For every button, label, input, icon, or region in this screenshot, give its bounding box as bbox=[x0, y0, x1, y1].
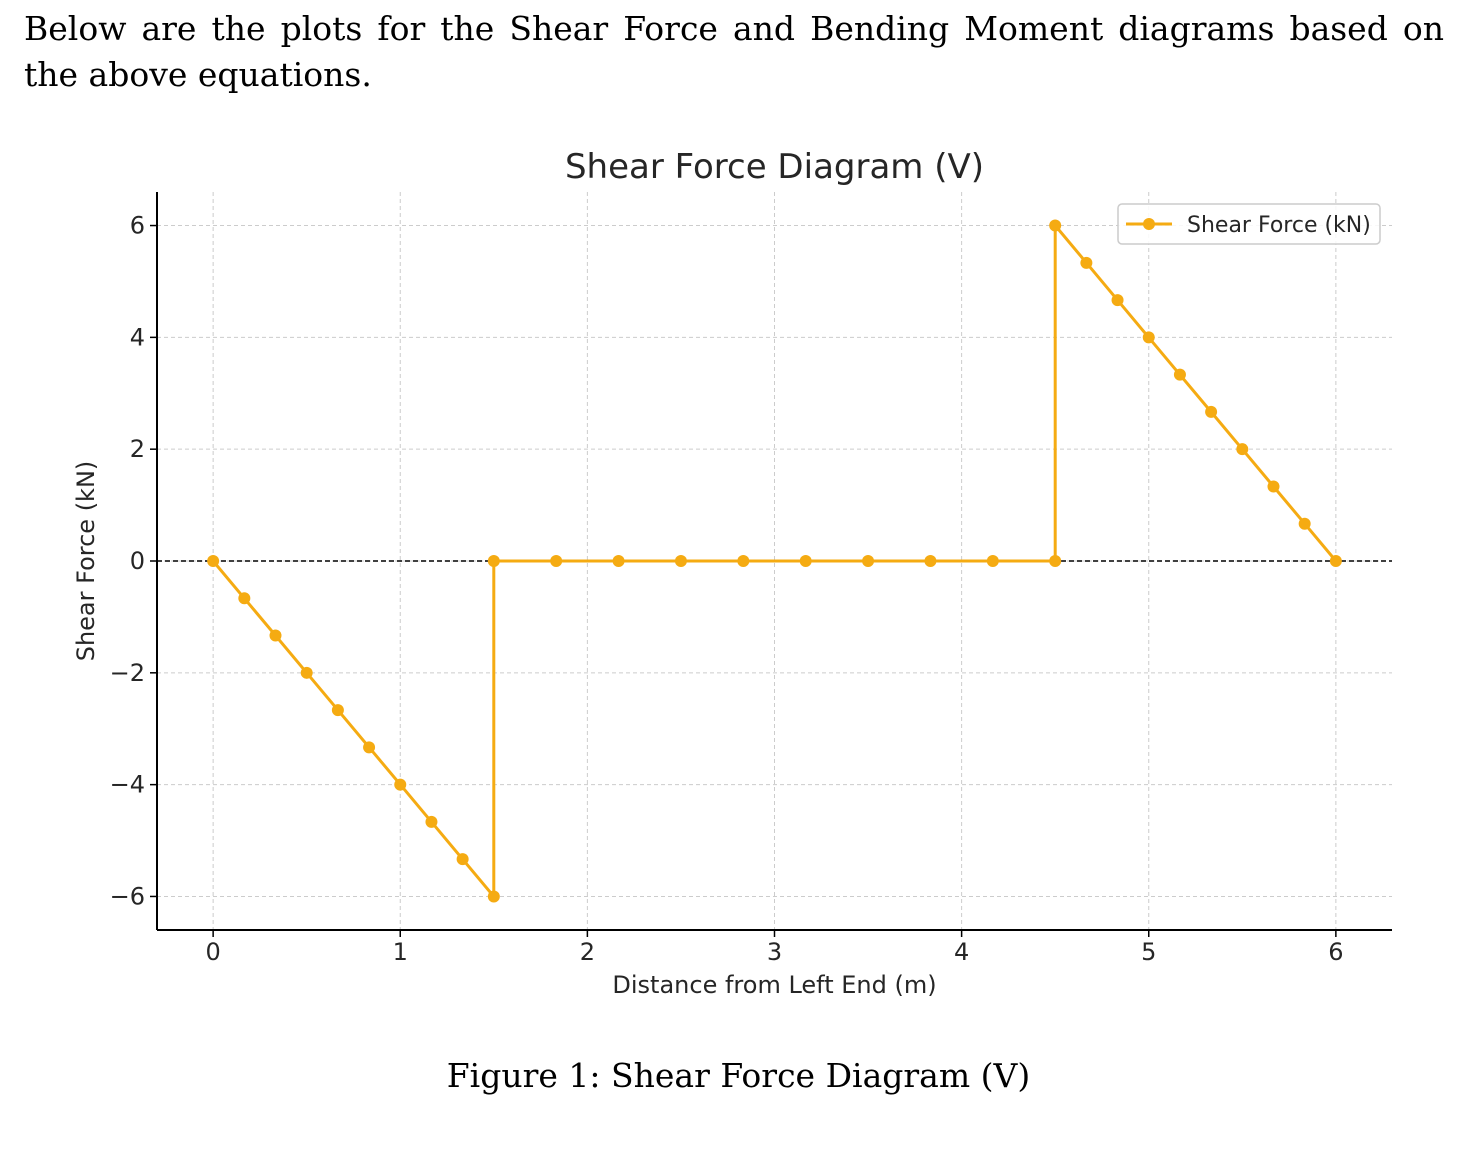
data-point bbox=[1049, 219, 1062, 232]
data-point bbox=[1298, 517, 1311, 530]
data-point bbox=[238, 592, 251, 605]
y-tick-label: 0 bbox=[130, 547, 145, 575]
legend-label: Shear Force (kN) bbox=[1187, 213, 1371, 238]
data-point bbox=[1142, 331, 1155, 344]
x-tick-label: 1 bbox=[393, 938, 408, 966]
data-point bbox=[487, 890, 500, 903]
grid-lines bbox=[157, 192, 1392, 930]
series-line bbox=[211, 224, 1338, 898]
x-tick-label: 0 bbox=[205, 938, 220, 966]
y-tick-label: −4 bbox=[110, 771, 145, 799]
legend-marker-swatch bbox=[1143, 218, 1155, 230]
x-tick-label: 2 bbox=[580, 938, 595, 966]
x-axis-label: Distance from Left End (m) bbox=[612, 971, 936, 999]
data-point bbox=[394, 778, 407, 791]
data-point bbox=[487, 555, 500, 567]
data-point bbox=[456, 853, 469, 866]
legend-box bbox=[1117, 203, 1381, 245]
x-tick-label: 6 bbox=[1328, 938, 1343, 966]
data-point bbox=[674, 555, 687, 567]
data-point bbox=[1236, 443, 1249, 456]
x-tick-label: 4 bbox=[954, 938, 969, 966]
data-point bbox=[862, 555, 875, 567]
data-point bbox=[331, 704, 344, 717]
intro-paragraph: Below are the plots for the Shear Force … bbox=[24, 9, 1444, 94]
data-point bbox=[1111, 294, 1124, 307]
data-point bbox=[425, 815, 438, 828]
data-point bbox=[924, 555, 937, 567]
shear-force-chart: 0 1 2 3 4 5 6 −6 −4 −2 0 2 4 6 Shear Force Diagram (V… bbox=[72, 147, 1392, 999]
y-tick-label: 4 bbox=[130, 323, 145, 351]
data-point bbox=[612, 555, 625, 567]
data-point bbox=[737, 555, 750, 567]
data-point bbox=[269, 629, 282, 642]
x-tick-label: 3 bbox=[767, 938, 782, 966]
data-point bbox=[207, 555, 220, 567]
data-point bbox=[1080, 256, 1093, 269]
data-point bbox=[1329, 555, 1342, 567]
series-layer bbox=[207, 219, 1342, 903]
data-point bbox=[300, 666, 313, 679]
chart-title: Shear Force Diagram (V) bbox=[565, 147, 984, 187]
data-point bbox=[550, 555, 563, 567]
figure-caption: Figure 1: Shear Force Diagram (V) bbox=[446, 1056, 1031, 1095]
data-point bbox=[1205, 405, 1218, 418]
data-point bbox=[1173, 368, 1186, 381]
y-axis-label: Shear Force (kN) bbox=[72, 461, 100, 662]
data-point bbox=[799, 555, 812, 567]
y-tick-label: −2 bbox=[110, 659, 145, 687]
y-tick-label: −6 bbox=[110, 882, 145, 910]
x-tick-label: 5 bbox=[1141, 938, 1156, 966]
y-tick-label: 6 bbox=[130, 212, 145, 240]
legend: Shear Force (kN) bbox=[1117, 203, 1381, 245]
data-point bbox=[1049, 555, 1062, 567]
data-point bbox=[1267, 480, 1280, 493]
y-tick-label: 2 bbox=[130, 435, 145, 463]
tick-marks: 0 1 2 3 4 5 6 −6 −4 −2 0 2 4 6 bbox=[110, 212, 1344, 966]
data-point bbox=[986, 555, 999, 567]
data-point bbox=[363, 741, 376, 754]
